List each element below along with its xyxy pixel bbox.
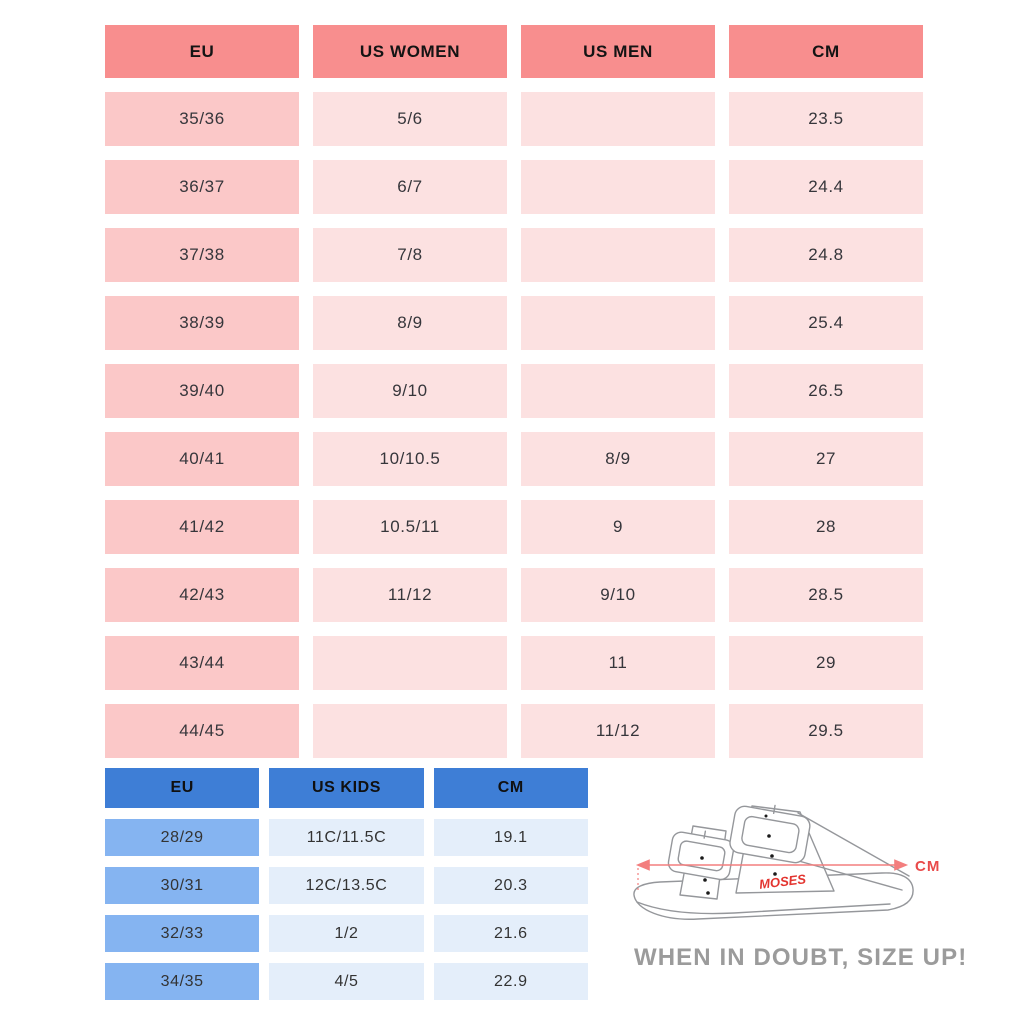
- size-cell-cm: 24.8: [729, 228, 923, 282]
- size-cell-us-women: 8/9: [313, 296, 507, 350]
- size-cell-us-men: 9: [521, 500, 715, 554]
- size-cell-eu: 42/43: [105, 568, 299, 622]
- column-header-cm: CM: [729, 25, 923, 78]
- size-cell-cm: 29: [729, 636, 923, 690]
- size-cell-eu: 35/36: [105, 92, 299, 146]
- size-cell-us-women: 10.5/11: [313, 500, 507, 554]
- size-cell-eu: 32/33: [105, 915, 260, 952]
- size-cell-us-men: 9/10: [521, 568, 715, 622]
- size-cell-us-men: [521, 92, 715, 146]
- size-cell-eu: 38/39: [105, 296, 299, 350]
- column-header-us-women: US WOMEN: [313, 25, 507, 78]
- size-cell-us-women: 10/10.5: [313, 432, 507, 486]
- size-cell-us-men: [521, 364, 715, 418]
- size-cell-us-kids: 1/2: [269, 915, 424, 952]
- size-cell-cm: 21.6: [433, 915, 588, 952]
- size-cell-us-women: [313, 636, 507, 690]
- sandal-illustration: MOSES CM: [618, 796, 954, 946]
- size-cell-eu: 41/42: [105, 500, 299, 554]
- size-cell-us-kids: 12C/13.5C: [269, 867, 424, 904]
- size-cell-us-men: 8/9: [521, 432, 715, 486]
- size-cell-us-women: 6/7: [313, 160, 507, 214]
- size-cell-cm: 29.5: [729, 704, 923, 758]
- sandal-band-inner: [780, 855, 903, 891]
- size-cell-cm: 28.5: [729, 568, 923, 622]
- size-cell-cm: 22.9: [433, 963, 588, 1000]
- size-cell-cm: 28: [729, 500, 923, 554]
- size-cell-us-women: 5/6: [313, 92, 507, 146]
- size-cell-eu: 36/37: [105, 160, 299, 214]
- size-cell-eu: 34/35: [105, 963, 260, 1000]
- size-cell-us-men: 11: [521, 636, 715, 690]
- size-cell-cm: 20.3: [433, 867, 588, 904]
- kids-size-table: EU US KIDS CM 28/29 11C/11.5C 19.1 30/31 12C/13…: [105, 768, 588, 1000]
- size-cell-us-women: 9/10: [313, 364, 507, 418]
- column-header-us-kids: US KIDS: [269, 768, 424, 808]
- size-cell-cm: 26.5: [729, 364, 923, 418]
- sandal-line-drawing: MOSES CM: [633, 804, 940, 920]
- size-cell-us-women: 11/12: [313, 568, 507, 622]
- size-cell-us-kids: 4/5: [269, 963, 424, 1000]
- size-cell-eu: 28/29: [105, 819, 260, 856]
- size-cell-cm: 25.4: [729, 296, 923, 350]
- column-header-us-men: US MEN: [521, 25, 715, 78]
- size-cell-us-men: [521, 296, 715, 350]
- size-cell-eu: 44/45: [105, 704, 299, 758]
- size-cell-cm: 27: [729, 432, 923, 486]
- strap-pin-dots: [700, 814, 777, 895]
- size-cell-cm: 23.5: [729, 92, 923, 146]
- size-cell-cm: 24.4: [729, 160, 923, 214]
- brand-logo: MOSES: [758, 871, 807, 892]
- column-header-cm: CM: [433, 768, 588, 808]
- column-header-eu: EU: [105, 25, 299, 78]
- size-cell-eu: 40/41: [105, 432, 299, 486]
- size-cell-eu: 37/38: [105, 228, 299, 282]
- sandal-outsole-seam: [636, 901, 891, 915]
- size-up-note: WHEN IN DOUBT, SIZE UP!: [634, 944, 968, 971]
- size-cell-us-kids: 11C/11.5C: [269, 819, 424, 856]
- size-cell-eu: 43/44: [105, 636, 299, 690]
- size-cell-eu: 30/31: [105, 867, 260, 904]
- cm-arrow-label: CM: [915, 858, 940, 875]
- size-cell-us-men: [521, 160, 715, 214]
- column-header-eu: EU: [105, 768, 260, 808]
- adult-size-table: EU US WOMEN US MEN CM 35/36 5/6 23.5 36/37 6/7 24…: [105, 25, 923, 758]
- size-cell-us-men: 11/12: [521, 704, 715, 758]
- size-cell-us-women: 7/8: [313, 228, 507, 282]
- cm-measure-arrow: [635, 859, 909, 892]
- size-cell-us-men: [521, 228, 715, 282]
- size-cell-eu: 39/40: [105, 364, 299, 418]
- size-cell-us-women: [313, 704, 507, 758]
- size-cell-cm: 19.1: [433, 819, 588, 856]
